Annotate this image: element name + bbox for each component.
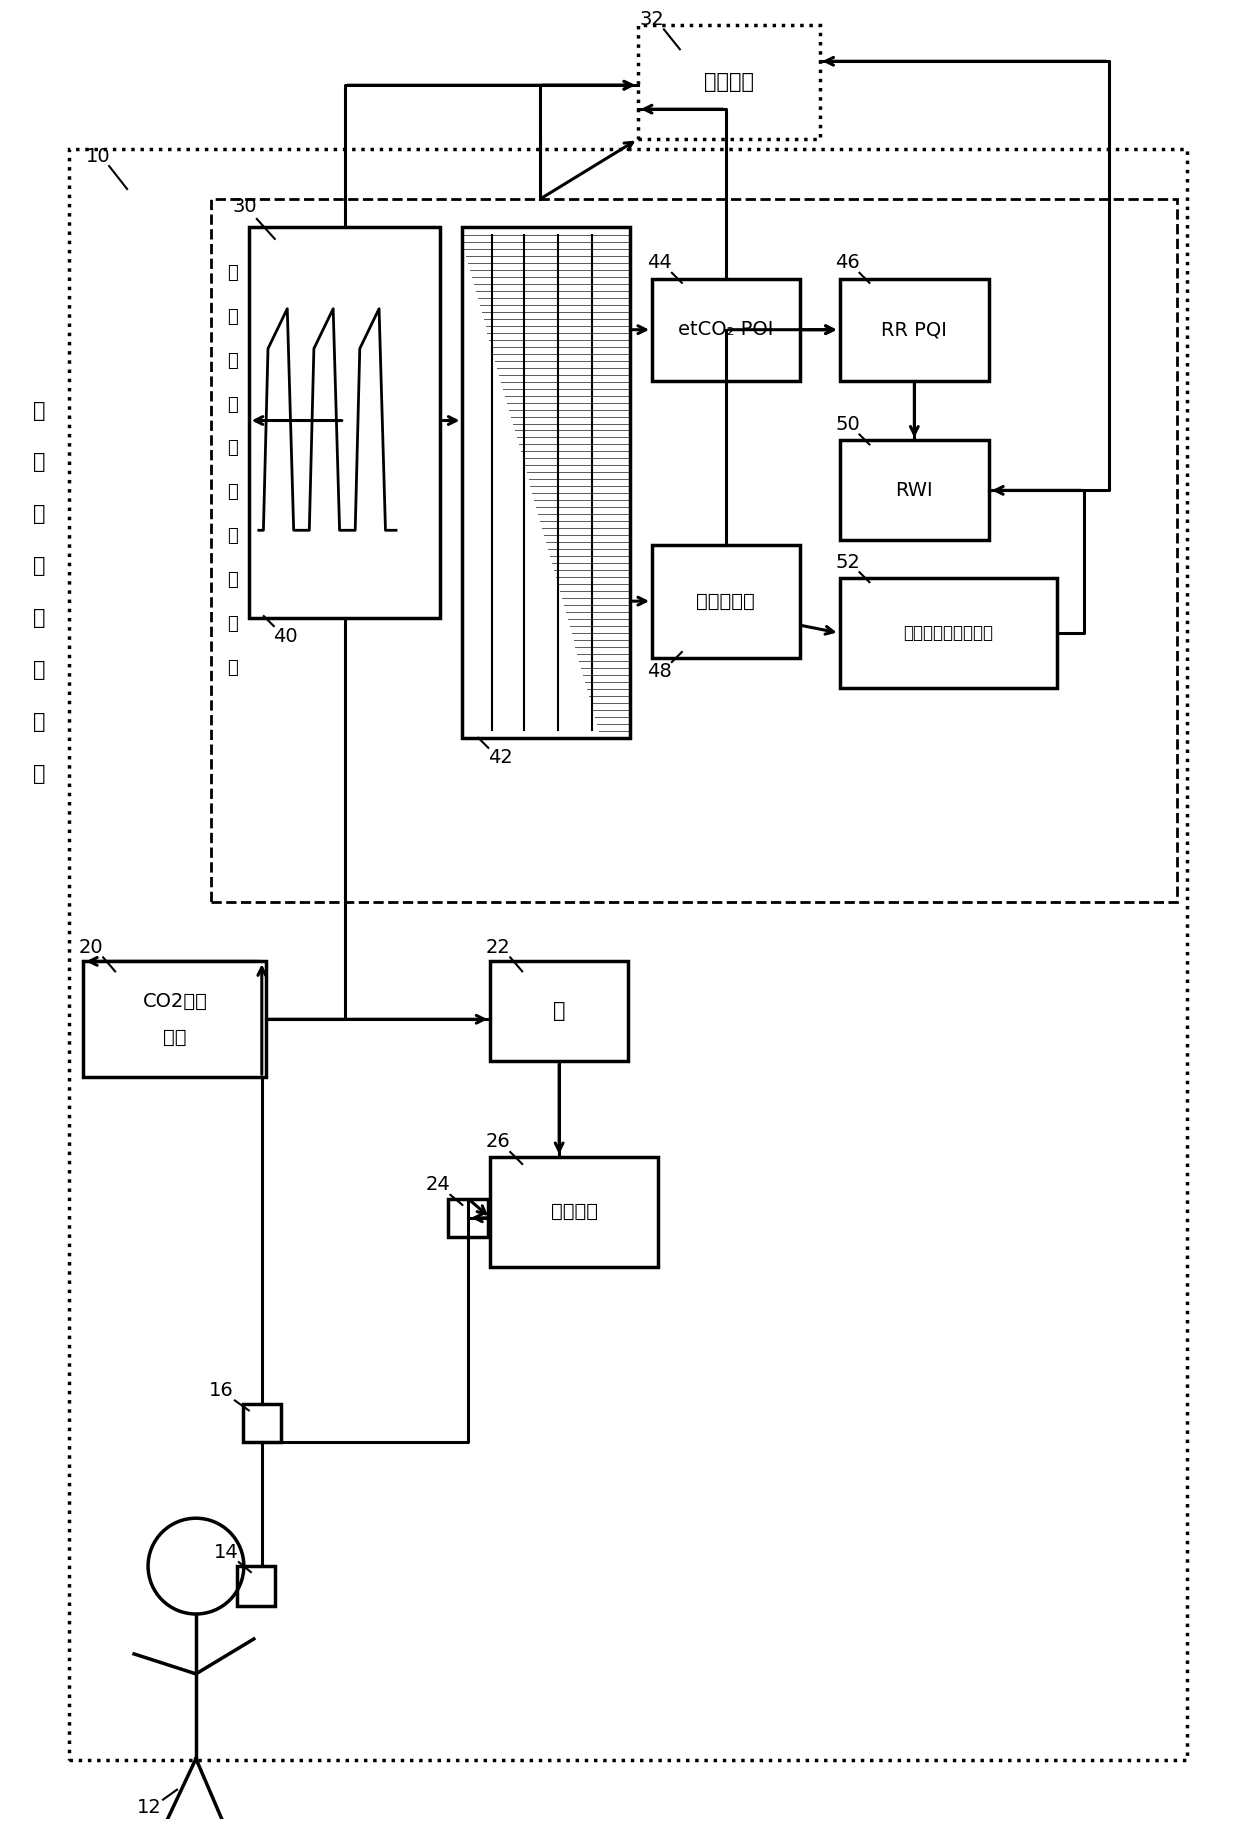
Text: 记: 记 bbox=[33, 659, 46, 679]
Text: 清除系统: 清除系统 bbox=[551, 1202, 598, 1222]
Text: 14: 14 bbox=[213, 1542, 238, 1562]
Text: 泵: 泵 bbox=[553, 1002, 565, 1022]
FancyBboxPatch shape bbox=[243, 1404, 280, 1442]
Text: 电: 电 bbox=[227, 528, 238, 544]
Text: 显示部件: 显示部件 bbox=[704, 73, 754, 93]
Text: 器: 器 bbox=[227, 615, 238, 634]
Text: 单元: 单元 bbox=[164, 1027, 187, 1047]
Text: 20: 20 bbox=[79, 938, 103, 956]
Text: 件: 件 bbox=[227, 659, 238, 677]
Text: 碳: 碳 bbox=[33, 555, 46, 575]
Text: 50: 50 bbox=[835, 415, 859, 433]
FancyBboxPatch shape bbox=[490, 1156, 658, 1267]
Text: 48: 48 bbox=[647, 663, 672, 681]
Text: 16: 16 bbox=[208, 1380, 233, 1400]
Text: 二: 二 bbox=[227, 264, 238, 282]
FancyBboxPatch shape bbox=[211, 198, 1177, 901]
FancyBboxPatch shape bbox=[839, 441, 990, 541]
Text: 二: 二 bbox=[33, 401, 46, 421]
Text: 44: 44 bbox=[647, 253, 672, 273]
Text: 52: 52 bbox=[835, 554, 859, 572]
Text: 22: 22 bbox=[486, 938, 511, 956]
Text: 呼吸检测器: 呼吸检测器 bbox=[697, 592, 755, 610]
Text: 备: 备 bbox=[33, 763, 46, 783]
Text: 描: 描 bbox=[227, 439, 238, 457]
FancyBboxPatch shape bbox=[490, 961, 627, 1062]
FancyBboxPatch shape bbox=[69, 149, 1187, 1759]
Text: 30: 30 bbox=[233, 197, 257, 217]
FancyBboxPatch shape bbox=[652, 279, 800, 381]
FancyBboxPatch shape bbox=[839, 279, 990, 381]
Text: 氧: 氧 bbox=[33, 452, 46, 472]
Text: 化: 化 bbox=[33, 504, 46, 524]
FancyBboxPatch shape bbox=[839, 579, 1056, 688]
Text: 26: 26 bbox=[486, 1133, 511, 1151]
Text: CO2测量: CO2测量 bbox=[143, 992, 207, 1011]
Text: 碳: 碳 bbox=[227, 395, 238, 413]
Text: 描: 描 bbox=[33, 608, 46, 628]
FancyBboxPatch shape bbox=[449, 1198, 489, 1236]
Text: 自从最后呼吸的时间: 自从最后呼吸的时间 bbox=[903, 625, 993, 643]
Text: RR PQI: RR PQI bbox=[882, 320, 947, 339]
Text: 40: 40 bbox=[274, 626, 298, 646]
FancyBboxPatch shape bbox=[237, 1566, 275, 1606]
FancyBboxPatch shape bbox=[652, 544, 800, 657]
Text: RWI: RWI bbox=[895, 481, 934, 499]
Text: 46: 46 bbox=[835, 253, 859, 273]
Text: 子: 子 bbox=[227, 572, 238, 590]
Text: 氧: 氧 bbox=[227, 308, 238, 326]
FancyBboxPatch shape bbox=[83, 961, 265, 1078]
Text: 32: 32 bbox=[640, 9, 665, 29]
FancyBboxPatch shape bbox=[463, 228, 630, 738]
Text: 10: 10 bbox=[86, 146, 110, 166]
Text: 设: 设 bbox=[33, 712, 46, 732]
Text: 12: 12 bbox=[136, 1797, 161, 1817]
FancyBboxPatch shape bbox=[249, 228, 440, 617]
Text: 42: 42 bbox=[487, 748, 512, 767]
Text: etCO₂ POI: etCO₂ POI bbox=[678, 320, 774, 339]
FancyBboxPatch shape bbox=[637, 25, 820, 138]
Text: 记: 记 bbox=[227, 483, 238, 501]
Text: 24: 24 bbox=[427, 1175, 451, 1195]
Text: 化: 化 bbox=[227, 351, 238, 370]
